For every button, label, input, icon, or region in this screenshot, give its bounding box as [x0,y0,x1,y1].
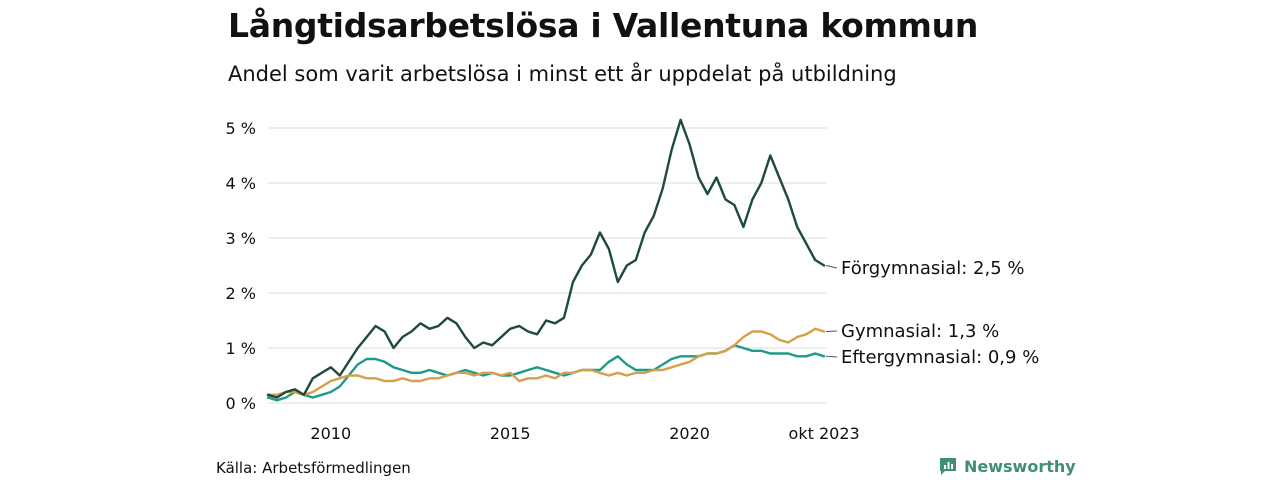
y-tick-label: 0 % [226,394,256,413]
series-line-eftergymnasial [266,344,826,402]
label-connector-eftergymnasial [826,355,838,358]
newsworthy-logo-icon [940,458,956,475]
series-label-eftergymnasial: Eftergymnasial: 0,9 % [841,347,1039,368]
series-label-gymnasial: Gymnasial: 1,3 % [841,321,999,342]
chart-subtitle: Andel som varit arbetslösa i minst ett å… [228,62,897,86]
label-connector-forgymnasial [826,265,838,269]
chart-title: Långtidsarbetslösa i Vallentuna kommun [228,6,979,45]
series-labels: Förgymnasial: 2,5 % Gymnasial: 1,3 % Efter… [826,258,1039,368]
y-tick-label: 3 % [226,229,256,248]
x-axis: 2010 2015 2020 okt 2023 [310,424,859,443]
series-line-forgymnasial [266,118,826,399]
brand-name: Newsworthy [964,456,1076,476]
x-tick-label: 2010 [310,424,351,443]
grid-lines [268,127,827,404]
label-connector-gymnasial [826,330,838,332]
source-note: Källa: Arbetsförmedlingen [216,459,411,477]
brand-logo[interactable]: Newsworthy [938,456,1076,476]
y-tick-label: 5 % [226,119,256,138]
series-lines [266,118,826,402]
y-tick-label: 2 % [226,284,256,303]
x-tick-label: okt 2023 [789,424,860,443]
series-label-forgymnasial: Förgymnasial: 2,5 % [841,258,1025,279]
y-axis: 0 % 1 % 2 % 3 % 4 % 5 % [226,119,256,413]
x-tick-label: 2015 [490,424,531,443]
series-line-gymnasial [266,327,826,396]
y-tick-label: 4 % [226,174,256,193]
x-tick-label: 2020 [669,424,710,443]
y-tick-label: 1 % [226,339,256,358]
